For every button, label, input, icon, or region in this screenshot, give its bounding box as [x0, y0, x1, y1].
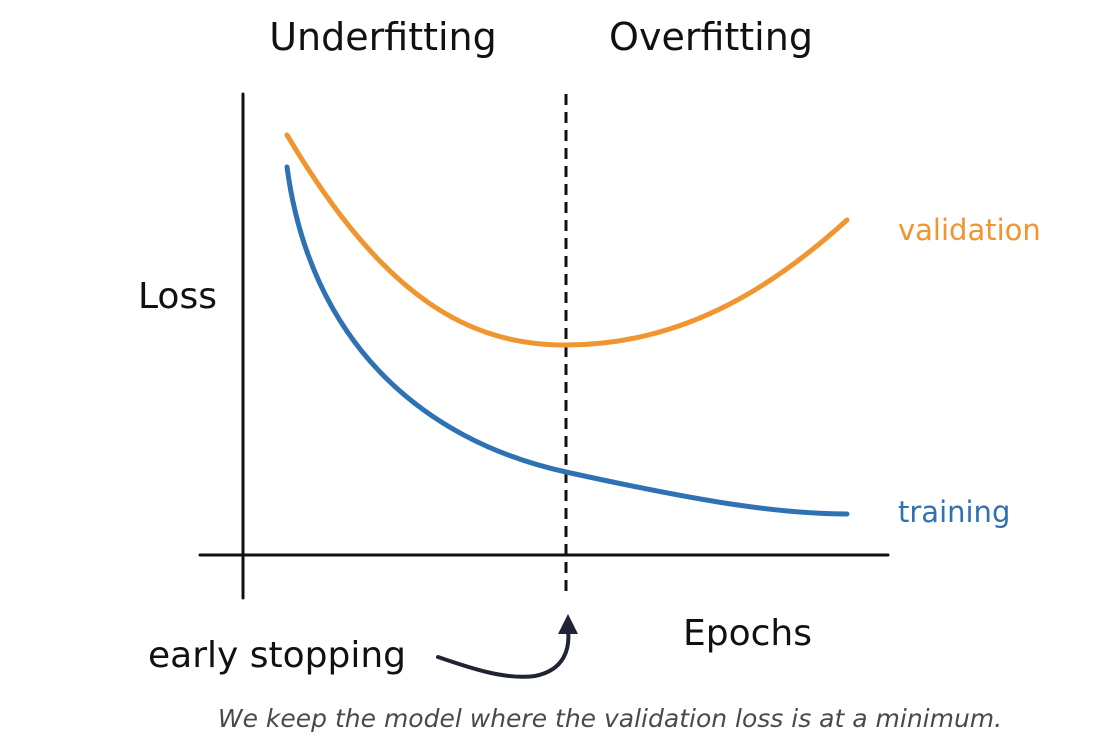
x-axis-label: Epochs	[683, 613, 812, 654]
validation-series-label: validation	[898, 213, 1041, 247]
validation-curve	[284, 132, 850, 348]
arrowhead-icon	[558, 614, 578, 634]
training-series-label: training	[898, 495, 1010, 529]
training-curve	[284, 164, 850, 517]
y-axis-label: Loss	[138, 276, 217, 317]
figure-caption: We keep the model where the validation l…	[217, 704, 1003, 733]
x-axis	[198, 553, 890, 557]
early-stopping-label: early stopping	[148, 635, 406, 676]
y-axis	[241, 92, 245, 600]
overfitting-label: Overfitting	[609, 15, 813, 59]
early-stopping-arrow	[436, 628, 571, 679]
underfitting-label: Underfitting	[269, 15, 497, 59]
